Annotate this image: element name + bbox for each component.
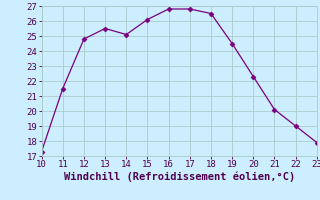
- X-axis label: Windchill (Refroidissement éolien,°C): Windchill (Refroidissement éolien,°C): [64, 172, 295, 182]
